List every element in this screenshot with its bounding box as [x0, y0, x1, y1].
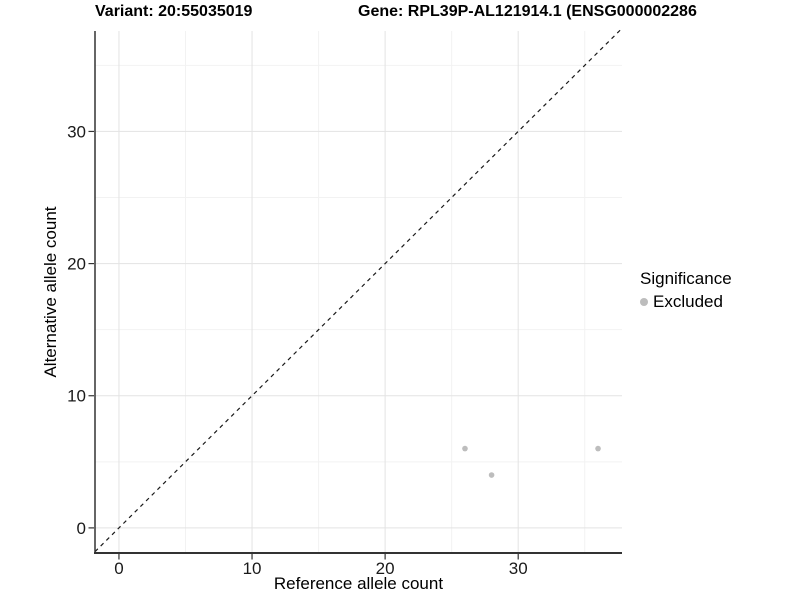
- y-tick-label: 0: [77, 519, 86, 538]
- y-tick-label: 30: [67, 122, 86, 141]
- data-point: [488, 472, 495, 478]
- y-tick-label: 20: [67, 255, 86, 274]
- data-point: [595, 445, 601, 452]
- excluded-point-icon: [640, 298, 648, 306]
- y-tick-label: 10: [67, 387, 86, 406]
- x-tick-label: 10: [243, 559, 262, 578]
- legend-item-excluded: Excluded: [640, 292, 732, 312]
- variant-title: Variant: 20:55035019: [95, 3, 253, 20]
- legend-title: Significance: [640, 269, 732, 288]
- x-tick-label: 0: [114, 559, 123, 578]
- x-tick-label: 20: [376, 559, 395, 578]
- legend-item-label: Excluded: [653, 292, 723, 311]
- legend: Significance Excluded: [640, 269, 732, 312]
- data-point: [462, 445, 468, 452]
- gene-title: Gene: RPL39P-AL121914.1 (ENSG000002286: [358, 3, 697, 20]
- x-tick-label: 30: [509, 559, 528, 578]
- y-axis-title: Alternative allele count: [41, 206, 60, 378]
- identity-line: [94, 27, 623, 553]
- x-axis-title: Reference allele count: [273, 574, 444, 593]
